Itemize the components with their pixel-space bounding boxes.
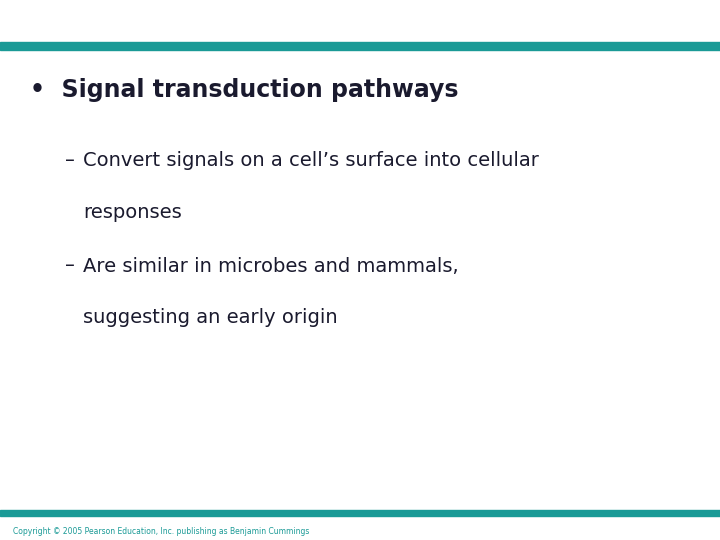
Text: Convert signals on a cell’s surface into cellular: Convert signals on a cell’s surface into… [83,151,539,170]
Text: –: – [65,151,75,170]
Text: Are similar in microbes and mammals,: Are similar in microbes and mammals, [83,256,459,275]
Bar [0,510,720,516]
Text: responses: responses [83,202,181,221]
Text: suggesting an early origin: suggesting an early origin [83,308,338,327]
Text: Copyright © 2005 Pearson Education, Inc. publishing as Benjamin Cummings: Copyright © 2005 Pearson Education, Inc.… [13,526,310,536]
Text: –: – [65,256,75,275]
Text: •  Signal transduction pathways: • Signal transduction pathways [30,78,459,102]
Bar [0,42,720,50]
